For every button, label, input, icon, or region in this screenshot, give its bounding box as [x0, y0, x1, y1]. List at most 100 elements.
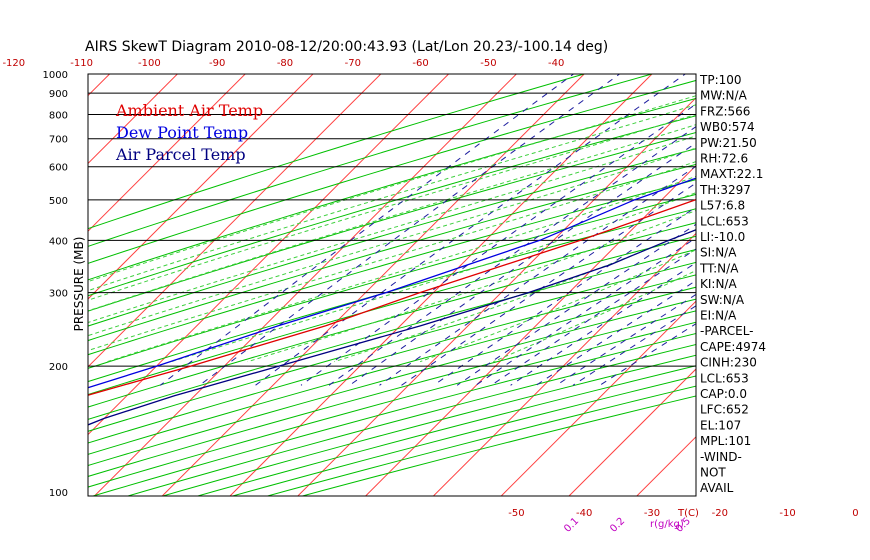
top-temp-tick-label: -120 [2, 58, 25, 69]
dry-adiabat-line [88, 208, 696, 383]
moist-adiabat-line [88, 113, 696, 301]
sounding-index-label: WB0:574 [700, 120, 755, 134]
isotherm-line [500, 300, 696, 496]
temperature-axis-bottom: -50-40-30-20-100102030 [508, 508, 858, 519]
chart-title: AIRS SkewT Diagram 2010-08-12/20:00:43.9… [85, 39, 608, 55]
isotherm-line [161, 74, 585, 496]
sounding-index-label: -PARCEL- [700, 324, 754, 338]
dry-adiabat-line [161, 354, 696, 496]
isotherm-line [93, 74, 518, 496]
isotherm-line [88, 74, 111, 97]
mixing-ratio-line [510, 262, 696, 386]
sounding-index-label: SI:N/A [700, 246, 737, 260]
bottom-temp-tick-label: -40 [576, 508, 592, 519]
dry-adiabat-line [300, 395, 696, 496]
pressure-tick-label: 1000 [43, 70, 68, 81]
sounding-index-label: L57:6.8 [700, 199, 745, 213]
dry-adiabat-line [88, 115, 696, 297]
mixing-ratio-unit-label: r(g/kg) [650, 519, 684, 530]
moist-adiabat-line [88, 124, 696, 312]
mixing-ratio-line [572, 305, 696, 386]
top-temp-tick-label: -80 [277, 58, 293, 69]
pressure-tick-label: 400 [49, 236, 68, 247]
sounding-index-label: FRZ:566 [700, 104, 750, 118]
mixing-ratio-line [328, 126, 696, 386]
isotherm-line [88, 74, 314, 300]
mixing-ratio-line [433, 206, 696, 386]
dry-adiabat-line [91, 332, 696, 496]
isotherm-line [88, 74, 382, 368]
isotherm-line [297, 97, 696, 496]
sounding-index-label: KI:N/A [700, 277, 737, 291]
dry-adiabat-line [88, 79, 696, 264]
dry-adiabat-line [265, 385, 696, 496]
legend-dew-point-temp: Dew Point Temp [116, 123, 248, 142]
legend: Ambient Air Temp Dew Point Temp Air Parc… [115, 101, 263, 164]
pressure-tick-label: 900 [49, 89, 68, 100]
moist-adiabat-line [88, 104, 696, 292]
moist-adiabat-line [88, 95, 696, 283]
dry-adiabat-line [88, 131, 696, 312]
sounding-index-label: LCL:653 [700, 214, 749, 228]
mixing-ratio-line [255, 74, 687, 386]
dry-adiabat-line [195, 365, 696, 496]
moist-adiabat-line [171, 192, 696, 363]
mixing-ratio-line [300, 103, 696, 386]
dry-adiabat-line [230, 375, 696, 496]
dry-adiabat-line [88, 274, 696, 444]
mixing-ratio-line [475, 237, 696, 386]
legend-ambient-air-temp: Ambient Air Temp [115, 101, 263, 120]
isotherm-line [88, 74, 450, 436]
top-temp-tick-label: -110 [70, 58, 93, 69]
sounding-index-label: MW:N/A [700, 89, 748, 103]
sounding-index-label: CAP:0.0 [700, 387, 747, 401]
sounding-index-label: SW:N/A [700, 293, 745, 307]
pressure-tick-label: 200 [49, 362, 68, 373]
pressure-axis: 100 200 300 400 500 600 700 800 900 1000 [43, 70, 68, 499]
temperature-unit-label: T(C) [677, 508, 699, 519]
bottom-temp-tick-label: -30 [644, 508, 660, 519]
mixing-ratio-line [349, 142, 696, 386]
dry-adiabat-line [88, 222, 696, 396]
bottom-temp-tick-label: -10 [779, 508, 795, 519]
sounding-index-label: LCL:653 [700, 371, 749, 385]
moist-adiabat-line [493, 270, 696, 363]
sounding-index-label: NOT [700, 466, 726, 480]
pressure-tick-label: 800 [49, 111, 68, 122]
isotherm-line [835, 65, 870, 501]
top-temp-tick-label: -100 [138, 58, 161, 69]
dry-adiabat-line [88, 286, 696, 455]
top-temp-tick-label: -90 [209, 58, 225, 69]
air-parcel-temp-line [88, 229, 696, 426]
moist-adiabat-line [419, 249, 696, 363]
sounding-index-label: MPL:101 [700, 434, 751, 448]
dry-adiabat-line [88, 248, 696, 420]
sounding-index-label: PW:21.50 [700, 136, 757, 150]
isotherm-line [432, 232, 696, 496]
top-temp-tick-label: -40 [548, 58, 564, 69]
mixing-ratio-tick-label: 0.2 [608, 516, 627, 535]
pressure-tick-label: 100 [49, 488, 68, 499]
dry-adiabat-line [88, 74, 586, 230]
temperature-axis-top: -120 -110 -100 -90 -80 -70 -60 -50 -40 [2, 58, 564, 69]
dry-adiabat-line [88, 235, 696, 408]
pressure-tick-label: 300 [49, 289, 68, 300]
isotherm-line [229, 74, 653, 496]
sounding-index-label: EI:N/A [700, 309, 737, 323]
sounding-index-label: LFC:652 [700, 403, 749, 417]
sounding-index-label: RH:72.6 [700, 152, 748, 166]
bottom-temp-tick-label: -20 [712, 508, 728, 519]
top-temp-tick-label: -60 [412, 58, 428, 69]
dry-adiabat-line [88, 298, 696, 467]
sounding-index-label: AVAIL [700, 481, 734, 495]
dry-adiabat-line [126, 343, 696, 496]
pressure-tick-label: 700 [49, 135, 68, 146]
dry-adiabat-line [88, 74, 654, 247]
dry-adiabat-line [88, 148, 696, 327]
mixing-ratio-line [159, 74, 575, 386]
mixing-ratio-line [535, 279, 696, 386]
y-axis-label: PRESSURE (MB) [72, 237, 86, 332]
plot-frame [87, 73, 697, 497]
